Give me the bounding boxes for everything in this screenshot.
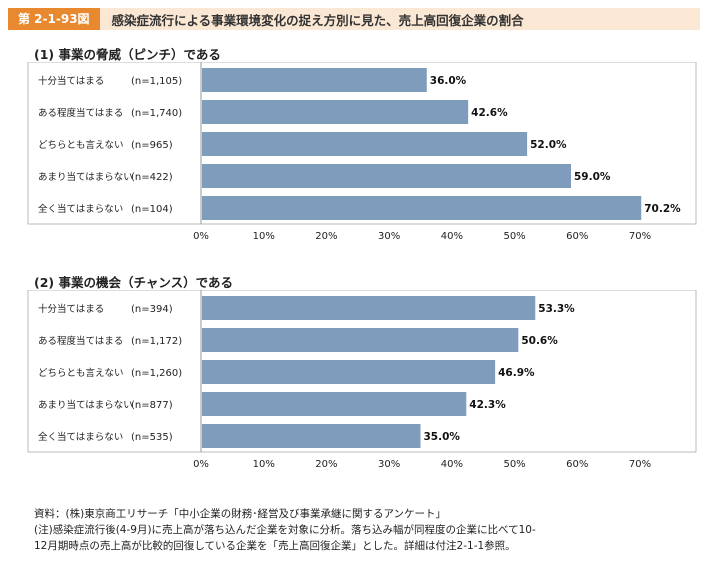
figure-title: 感染症流行による事業環境変化の捉え方別に見た、売上高回復企業の割合 [111,12,524,28]
chart1-category-label: ある程度当てはまる [38,107,123,119]
chart1-threat: 十分当てはまる (n=1,105) 36.0% ある程度当てはまる (n=1,740) 4… [27,62,697,242]
chart1-value-label: 70.2% [644,203,681,215]
chart1-tick-label: 30% [378,231,400,242]
chart2-bar [202,360,496,384]
chart1-bar [202,100,469,124]
chart1-tick-label: 50% [503,231,525,242]
chart2-category-label: どちらとも言えない [38,367,124,379]
figure-label: 第 2-1-93図 [8,8,100,30]
chart2-title: (2) 事業の機会（チャンス）である [34,275,233,290]
chart1-tick-label: 0% [193,231,209,242]
chart1-tick-label: 70% [629,231,651,242]
chart1-bar [202,68,427,92]
chart1-n-label: (n=1,105) [131,76,182,87]
chart1-category-label: 十分当てはまる [38,75,104,87]
chart2-n-label: (n=535) [131,432,173,443]
chart2-n-label: (n=877) [131,400,173,411]
chart2-value-label: 53.3% [538,303,575,315]
chart1-value-label: 59.0% [574,171,611,183]
chart2-frame [27,290,697,453]
chart1-value-label: 42.6% [471,107,508,119]
chart1-bar [202,164,572,188]
chart1-bar [202,132,528,156]
note-line-1: (注)感染症流行後(4-9月)に売上高が落ち込んだ企業を対象に分析。落ち込み幅が… [34,524,536,536]
chart2-tick-label: 30% [378,459,400,470]
chart2-bar [202,328,519,352]
chart2-n-label: (n=394) [131,304,173,315]
chart2-bar [202,392,467,416]
chart1-tick-label: 20% [315,231,337,242]
chart1-n-label: (n=965) [131,140,173,151]
chart1-value-label: 36.0% [430,75,467,87]
chart2-tick-label: 20% [315,459,337,470]
chart2-tick-label: 70% [629,459,651,470]
chart2-value-label: 46.9% [498,367,535,379]
chart1-category-label: どちらとも言えない [38,139,124,151]
chart2-n-label: (n=1,172) [131,336,182,347]
chart2-category-label: 十分当てはまる [38,303,104,315]
chart2-tick-label: 50% [503,459,525,470]
chart1-value-label: 52.0% [530,139,567,151]
chart1-frame [27,62,697,225]
chart2-category-label: ある程度当てはまる [38,335,123,347]
chart2-value-label: 35.0% [424,431,461,443]
chart1-category-label: 全く当てはまらない [38,203,123,215]
note-line-2: 12月期時点の売上高が比較的回復している企業を「売上高回復企業」とした。詳細は付… [34,540,516,552]
chart2-opportunity: 十分当てはまる (n=394) 53.3% ある程度当てはまる (n=1,172) 50.… [27,290,697,470]
chart1-category-label: あまり当てはまらない [38,171,133,183]
chart2-tick-label: 0% [193,459,209,470]
chart1-bar [202,196,642,220]
chart1-title: (1) 事業の脅威（ピンチ）である [34,47,221,62]
figure-header: 第 2-1-93図 感染症流行による事業環境変化の捉え方別に見た、売上高回復企業… [8,8,700,30]
chart1-tick-label: 10% [253,231,275,242]
chart1-n-label: (n=1,740) [131,108,182,119]
chart2-tick-label: 10% [253,459,275,470]
chart1-n-label: (n=104) [131,204,173,215]
source-note: 資料：(株)東京商工リサーチ「中小企業の財務･経営及び事業承継に関するアンケート… [34,508,447,520]
chart2-tick-label: 60% [566,459,588,470]
chart2-value-label: 42.3% [469,399,506,411]
chart2-bar [202,424,421,448]
chart1-tick-label: 60% [566,231,588,242]
chart1-tick-label: 40% [441,231,463,242]
chart2-value-label: 50.6% [521,335,558,347]
chart2-category-label: あまり当てはまらない [38,399,133,411]
chart1-n-label: (n=422) [131,172,173,183]
figure-notes: 資料：(株)東京商工リサーチ「中小企業の財務･経営及び事業承継に関するアンケート… [34,506,536,554]
chart2-category-label: 全く当てはまらない [38,431,123,443]
chart2-bar [202,296,536,320]
chart2-tick-label: 40% [441,459,463,470]
chart2-n-label: (n=1,260) [131,368,182,379]
